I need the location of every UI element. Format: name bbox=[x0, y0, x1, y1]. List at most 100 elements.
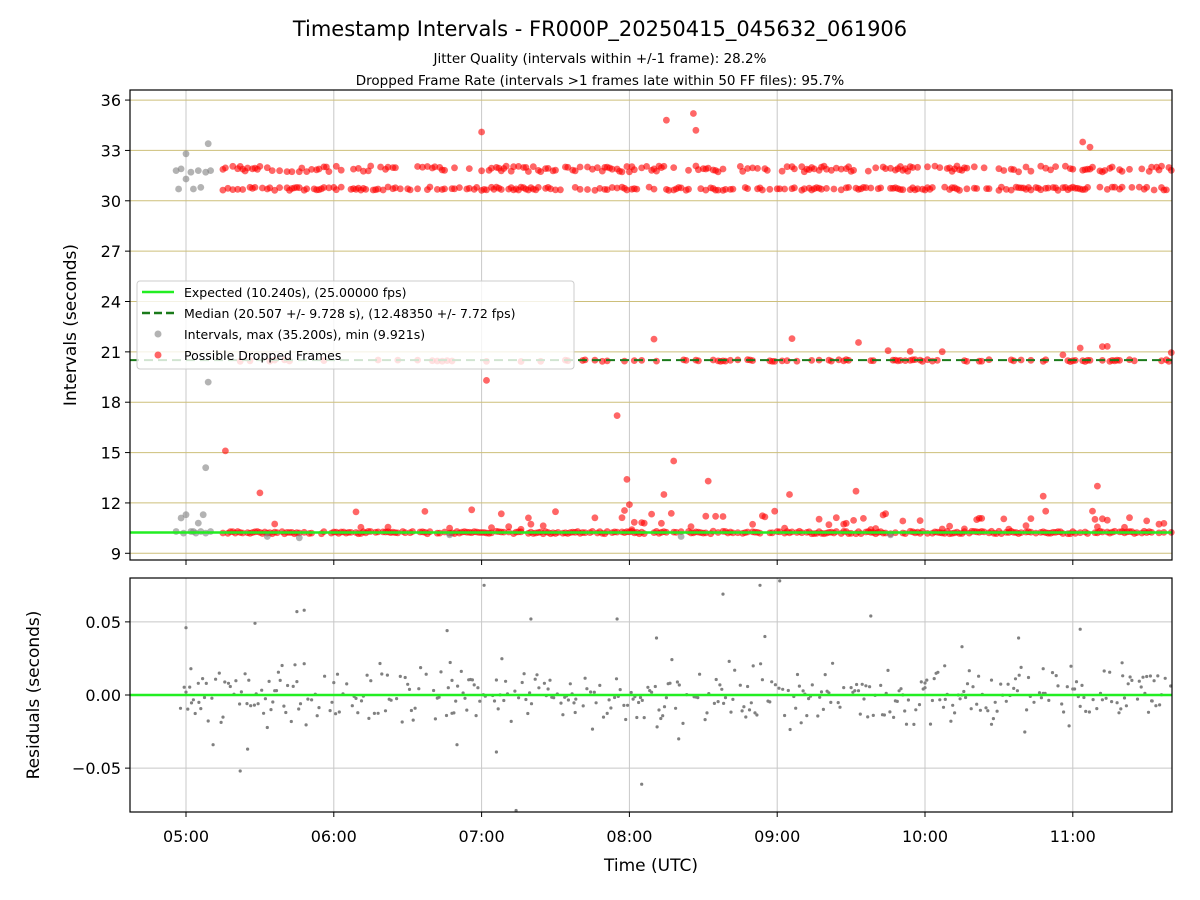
dropped-frame-point bbox=[783, 357, 791, 365]
residual-point bbox=[302, 662, 306, 666]
dropped-frame-point bbox=[527, 520, 535, 528]
residual-point bbox=[778, 579, 782, 583]
dropped-frame-point bbox=[1148, 163, 1155, 171]
dropped-frame-point bbox=[1007, 186, 1015, 194]
dropped-frame-point bbox=[337, 166, 345, 174]
residual-point bbox=[210, 696, 214, 700]
residual-point bbox=[969, 707, 973, 711]
residual-point bbox=[823, 673, 827, 677]
residual-point bbox=[879, 683, 883, 688]
legend-intervals-label: Intervals, max (35.200s), min (9.921s) bbox=[184, 327, 425, 342]
residual-point bbox=[930, 698, 935, 703]
dropped-frame-point bbox=[1103, 516, 1111, 524]
dropped-frame-point bbox=[825, 521, 833, 529]
residual-point bbox=[315, 714, 319, 718]
dropped-frame-point bbox=[1039, 492, 1047, 500]
dropped-frame-point bbox=[505, 523, 513, 531]
dropped-frame-point bbox=[1069, 165, 1077, 173]
residual-point bbox=[260, 688, 264, 692]
dropped-frame-point bbox=[465, 165, 473, 173]
residual-point bbox=[282, 704, 286, 708]
residual-point bbox=[783, 713, 787, 718]
dropped-frame-point bbox=[862, 184, 870, 192]
residual-point bbox=[494, 750, 498, 754]
dropped-frame-point bbox=[222, 447, 229, 455]
dropped-frame-point bbox=[552, 508, 559, 516]
dropped-frame-point bbox=[406, 186, 414, 194]
residual-point bbox=[675, 680, 680, 684]
residual-point bbox=[598, 683, 602, 688]
dropped-frame-point bbox=[1086, 143, 1094, 151]
residual-point bbox=[925, 678, 929, 682]
residual-point bbox=[1032, 700, 1036, 704]
residual-point bbox=[727, 659, 731, 664]
residual-point bbox=[444, 713, 449, 718]
interval-point bbox=[177, 514, 185, 522]
residual-point bbox=[1110, 700, 1114, 704]
residual-point bbox=[912, 722, 916, 727]
residual-point bbox=[740, 709, 744, 713]
residual-point bbox=[1156, 674, 1160, 678]
residual-point bbox=[989, 678, 994, 682]
residual-point bbox=[345, 682, 349, 686]
chart-title: Timestamp Intervals - FR000P_20250415_04… bbox=[292, 17, 907, 42]
residual-point bbox=[256, 702, 260, 706]
dropped-frame-point bbox=[303, 185, 311, 193]
residual-point bbox=[424, 672, 428, 676]
dropped-frame-point bbox=[1047, 166, 1054, 174]
residual-point bbox=[433, 717, 437, 721]
residual-point bbox=[917, 703, 922, 707]
x-tick-label: 07:00 bbox=[459, 827, 505, 846]
residual-point bbox=[398, 674, 402, 679]
dropped-frame-point bbox=[946, 522, 953, 530]
residual-point bbox=[1154, 704, 1158, 708]
residual-point bbox=[476, 686, 480, 690]
residual-point bbox=[1126, 682, 1130, 686]
residual-point bbox=[607, 698, 611, 702]
dropped-frame-point bbox=[970, 163, 978, 171]
residual-point bbox=[827, 691, 831, 695]
dropped-frame-point bbox=[685, 185, 692, 193]
residual-point bbox=[1017, 636, 1021, 640]
residual-point bbox=[904, 722, 909, 726]
residual-point bbox=[797, 684, 802, 688]
residual-point bbox=[328, 709, 332, 713]
residual-point bbox=[759, 662, 763, 666]
residual-point bbox=[1139, 685, 1143, 689]
x-tick-label: 11:00 bbox=[1050, 827, 1096, 846]
residual-point bbox=[463, 696, 467, 700]
residual-point bbox=[297, 707, 301, 711]
dropped-frame-point bbox=[914, 163, 921, 171]
residual-point bbox=[866, 715, 870, 719]
residual-point bbox=[681, 721, 685, 726]
chart-subtitle-jitter: Jitter Quality (intervals within +/-1 fr… bbox=[433, 51, 767, 67]
dropped-frame-point bbox=[643, 163, 650, 170]
residual-point bbox=[1163, 676, 1167, 680]
residual-point bbox=[413, 706, 417, 710]
residual-point bbox=[411, 718, 415, 722]
residual-point bbox=[978, 708, 983, 712]
dropped-frame-point bbox=[308, 166, 315, 173]
residual-point bbox=[655, 725, 659, 729]
dropped-frame-point bbox=[1084, 184, 1091, 191]
residual-point bbox=[892, 715, 896, 720]
residual-point bbox=[1037, 691, 1042, 695]
residual-point bbox=[1124, 704, 1128, 708]
residual-point bbox=[1145, 674, 1149, 679]
residual-point bbox=[1026, 675, 1031, 680]
dropped-frame-point bbox=[441, 185, 448, 193]
dropped-frame-point bbox=[855, 339, 862, 346]
residual-point bbox=[1065, 685, 1069, 689]
dropped-frame-point bbox=[850, 166, 857, 174]
residual-point bbox=[1137, 679, 1141, 683]
dropped-frame-point bbox=[852, 487, 860, 495]
residual-point bbox=[383, 709, 388, 713]
residual-point bbox=[677, 683, 681, 687]
residual-point bbox=[293, 663, 297, 667]
interval-point bbox=[263, 533, 271, 540]
residual-point bbox=[184, 626, 188, 630]
residual-point bbox=[677, 737, 681, 741]
residual-point bbox=[1025, 708, 1029, 712]
dropped-frame-point bbox=[1052, 163, 1059, 171]
residual-point bbox=[731, 697, 735, 702]
